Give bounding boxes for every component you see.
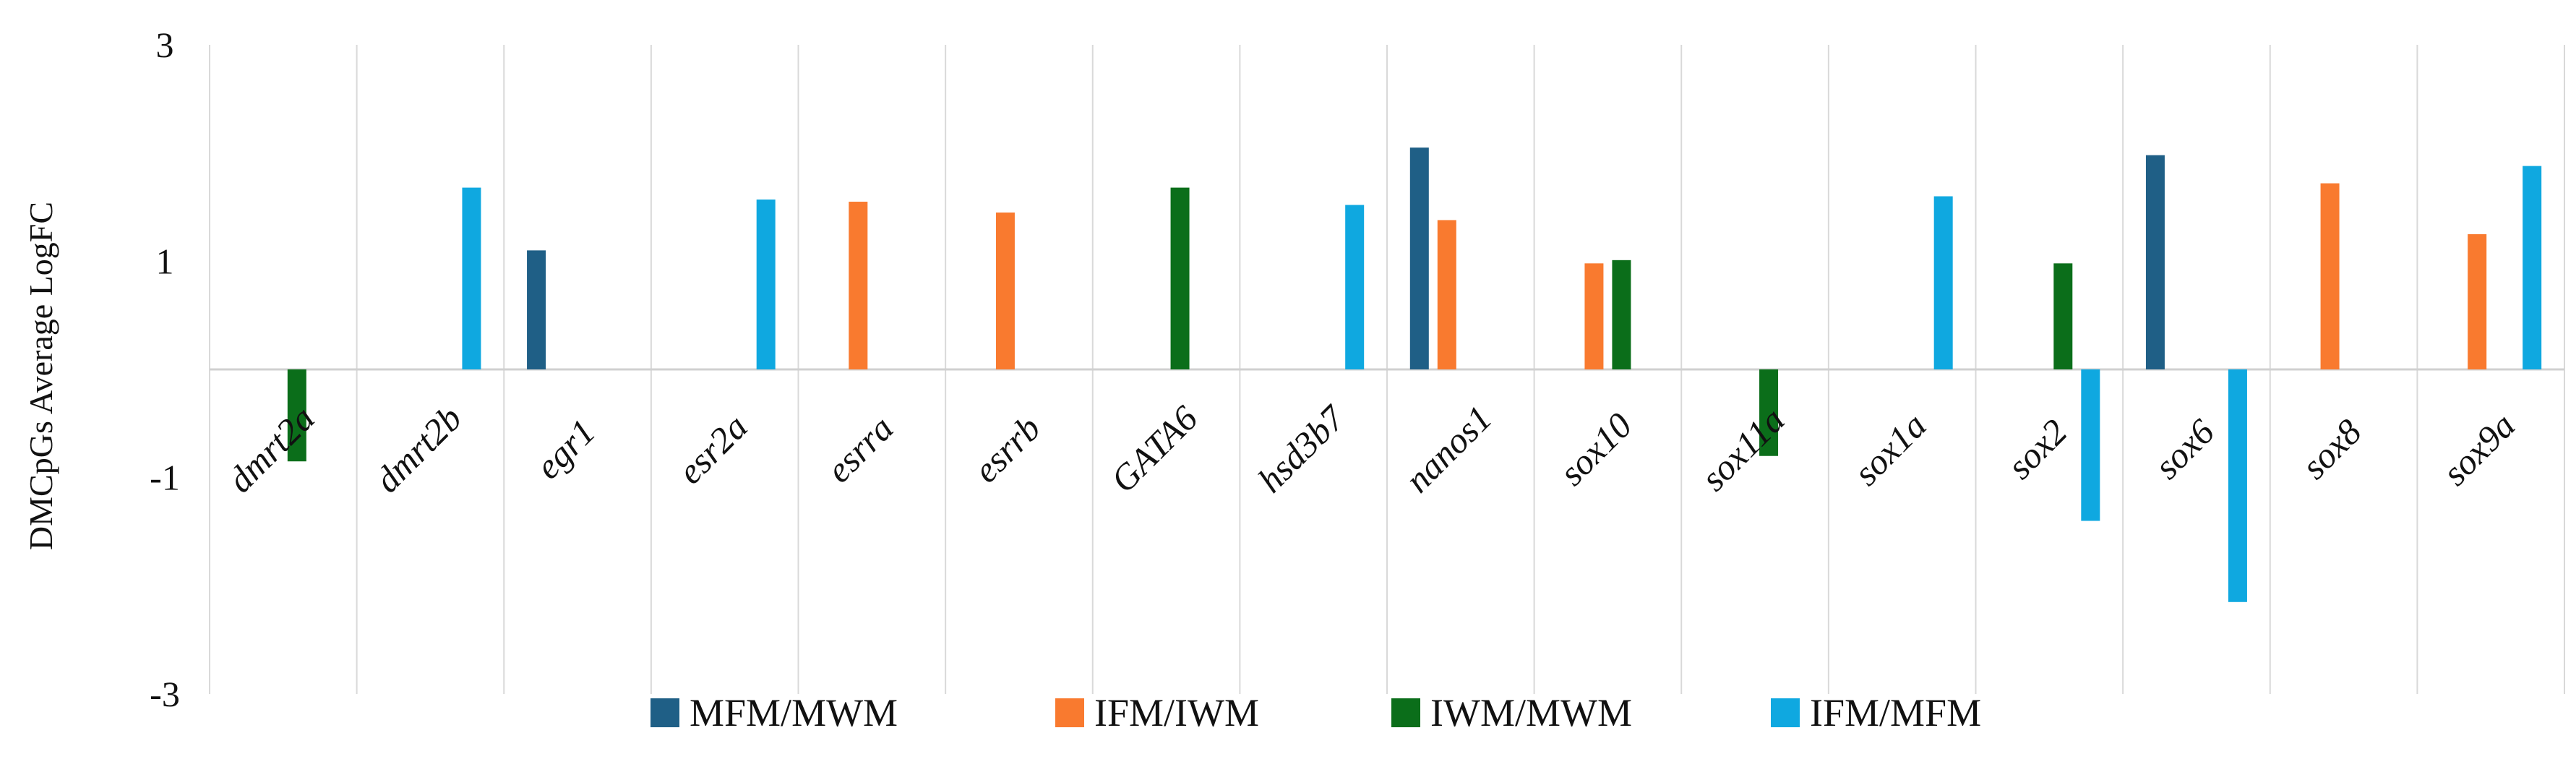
bar-sox2-ifm-mfm	[2081, 369, 2100, 521]
bar-esrrb-ifm-iwm	[995, 212, 1015, 369]
bar-dmrt2b-ifm-mfm	[462, 187, 481, 369]
legend: MFM/MWM IFM/IWM IWM/MWM IFM/MFM	[651, 691, 1981, 734]
legend-swatch	[1055, 698, 1084, 727]
y-tick-labels: 3 1 -1 -3	[150, 25, 180, 714]
category-label: sox1a	[1846, 405, 1934, 493]
bar-GATA6-iwm-mwm	[1170, 187, 1190, 369]
category-label: esrra	[818, 408, 901, 490]
legend-label: MFM/MWM	[690, 691, 898, 734]
legend-item: IFM/MFM	[1771, 691, 1981, 734]
category-label: esrrb	[966, 408, 1048, 490]
category-label: sox9a	[2434, 405, 2523, 493]
bar-sox10-ifm-iwm	[1584, 263, 1604, 369]
category-label: egr1	[528, 411, 603, 487]
category-labels: dmrt2a dmrt2b egr1 esr2a esrra esrrb GATA6 hsd3…	[220, 397, 2523, 500]
bar-sox6-ifm-mfm	[2228, 369, 2247, 602]
legend-label: IFM/MFM	[1810, 691, 1981, 734]
category-label: dmrt2a	[220, 398, 322, 500]
bar-sox11a-iwm-mwm	[1759, 369, 1779, 456]
category-label: sox8	[2293, 411, 2369, 487]
y-tick-label: -3	[150, 674, 180, 714]
legend-item: IFM/IWM	[1055, 691, 1259, 734]
category-label: hsd3b7	[1250, 397, 1353, 500]
bar-sox8-ifm-iwm	[2320, 183, 2340, 369]
category-label: sox2	[1999, 411, 2074, 487]
bar-nanos1-ifm-iwm	[1437, 220, 1456, 369]
y-tick-label: -1	[150, 458, 180, 498]
bars	[287, 147, 2542, 602]
category-label: sox6	[2147, 411, 2222, 487]
y-tick-label: 3	[156, 25, 174, 65]
y-axis-label: DMCpGs Average LogFC	[22, 202, 59, 550]
bar-sox10-iwm-mwm	[1612, 260, 1631, 369]
bar-nanos1-mfm-mwm	[1409, 147, 1429, 369]
category-label: GATA6	[1103, 398, 1206, 500]
bar-sox9a-ifm-iwm	[2468, 233, 2487, 369]
category-label: sox10	[1551, 405, 1639, 493]
y-tick-label: 1	[156, 241, 174, 281]
category-label: nanos1	[1397, 398, 1500, 500]
bar-sox6-mfm-mwm	[2145, 155, 2165, 369]
legend-swatch	[1771, 698, 1800, 727]
bar-dmrt2a-iwm-mwm	[287, 369, 306, 462]
bar-sox9a-ifm-mfm	[2523, 166, 2542, 370]
bar-sox2-iwm-mwm	[2053, 263, 2073, 369]
bar-esr2a-ifm-mfm	[756, 200, 776, 369]
bar-egr1-mfm-mwm	[527, 250, 546, 369]
legend-label: IWM/MWM	[1430, 691, 1632, 734]
category-label: esr2a	[670, 406, 755, 492]
legend-swatch	[651, 698, 679, 727]
legend-label: IFM/IWM	[1094, 691, 1259, 734]
legend-item: IWM/MWM	[1391, 691, 1632, 734]
legend-item: MFM/MWM	[651, 691, 898, 734]
bar-sox1a-ifm-mfm	[1933, 196, 1953, 369]
bar-esrra-ifm-iwm	[849, 202, 868, 369]
category-label: dmrt2b	[367, 398, 470, 500]
legend-swatch	[1391, 698, 1420, 727]
bar-hsd3b7-ifm-mfm	[1345, 205, 1365, 369]
